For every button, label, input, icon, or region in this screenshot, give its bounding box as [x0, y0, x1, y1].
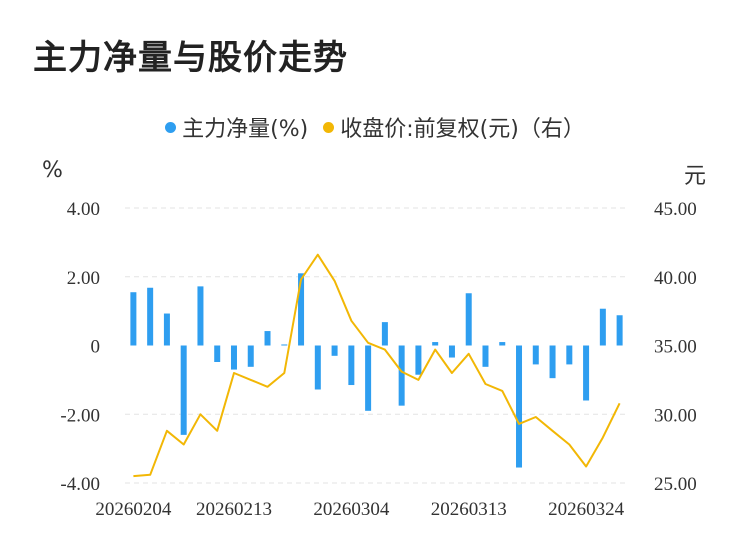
bar	[549, 345, 556, 379]
bar	[516, 345, 523, 468]
legend-dot-yellow	[323, 121, 335, 133]
x-tick-label: 20260313	[431, 499, 507, 520]
bar	[583, 345, 590, 401]
left-tick-label: 0	[91, 337, 101, 358]
right-tick-label: 35.00	[654, 337, 697, 358]
bar	[532, 345, 539, 365]
right-tick-label: 25.00	[654, 474, 697, 495]
x-tick-label: 20260204	[95, 499, 172, 520]
bar	[616, 315, 623, 346]
legend: 主力净量(%) 收盘价:前复权(元)（右）	[0, 111, 750, 143]
legend-item-close-price[interactable]: 收盘价:前复权(元)（右）	[323, 111, 585, 143]
bar	[214, 345, 221, 362]
bar	[147, 287, 154, 346]
left-tick-label: -4.00	[60, 474, 100, 495]
bar	[465, 293, 472, 346]
bar	[499, 342, 506, 346]
bar	[247, 345, 254, 367]
legend-label-close-price: 收盘价:前复权(元)（右）	[340, 117, 585, 142]
bar	[381, 322, 388, 346]
right-axis-unit: 元	[684, 164, 707, 189]
bar	[314, 345, 321, 390]
right-tick-label: 30.00	[654, 405, 697, 426]
left-tick-label: 2.00	[67, 268, 100, 289]
bar	[448, 345, 455, 358]
bar	[281, 344, 288, 346]
legend-item-net-flow[interactable]: 主力净量(%)	[165, 111, 308, 143]
right-tick-label: 45.00	[654, 199, 697, 220]
price-line	[133, 253, 621, 478]
bar	[599, 308, 606, 346]
bar	[331, 345, 338, 356]
bar	[264, 331, 271, 346]
chart-title: 主力净量与股价走势	[33, 38, 348, 78]
bar	[365, 345, 372, 411]
bar	[130, 292, 137, 346]
bar	[230, 345, 237, 370]
legend-label-net-flow: 主力净量(%)	[182, 117, 309, 142]
bar	[348, 345, 355, 386]
x-tick-label: 20260324	[548, 499, 625, 520]
bar	[415, 345, 422, 375]
bar	[298, 273, 305, 346]
bar	[163, 313, 170, 346]
left-tick-label: -2.00	[60, 405, 100, 426]
x-tick-label: 20260304	[313, 499, 390, 520]
bar	[432, 342, 439, 346]
bar	[197, 286, 204, 346]
x-tick-label: 20260213	[196, 499, 272, 520]
legend-dot-blue	[165, 121, 177, 133]
left-axis-unit: %	[42, 158, 63, 183]
bar	[566, 345, 573, 365]
left-tick-label: 4.00	[67, 199, 100, 220]
bar	[398, 345, 405, 406]
bar	[482, 345, 489, 367]
right-tick-label: 40.00	[654, 268, 697, 289]
bar	[180, 345, 187, 435]
